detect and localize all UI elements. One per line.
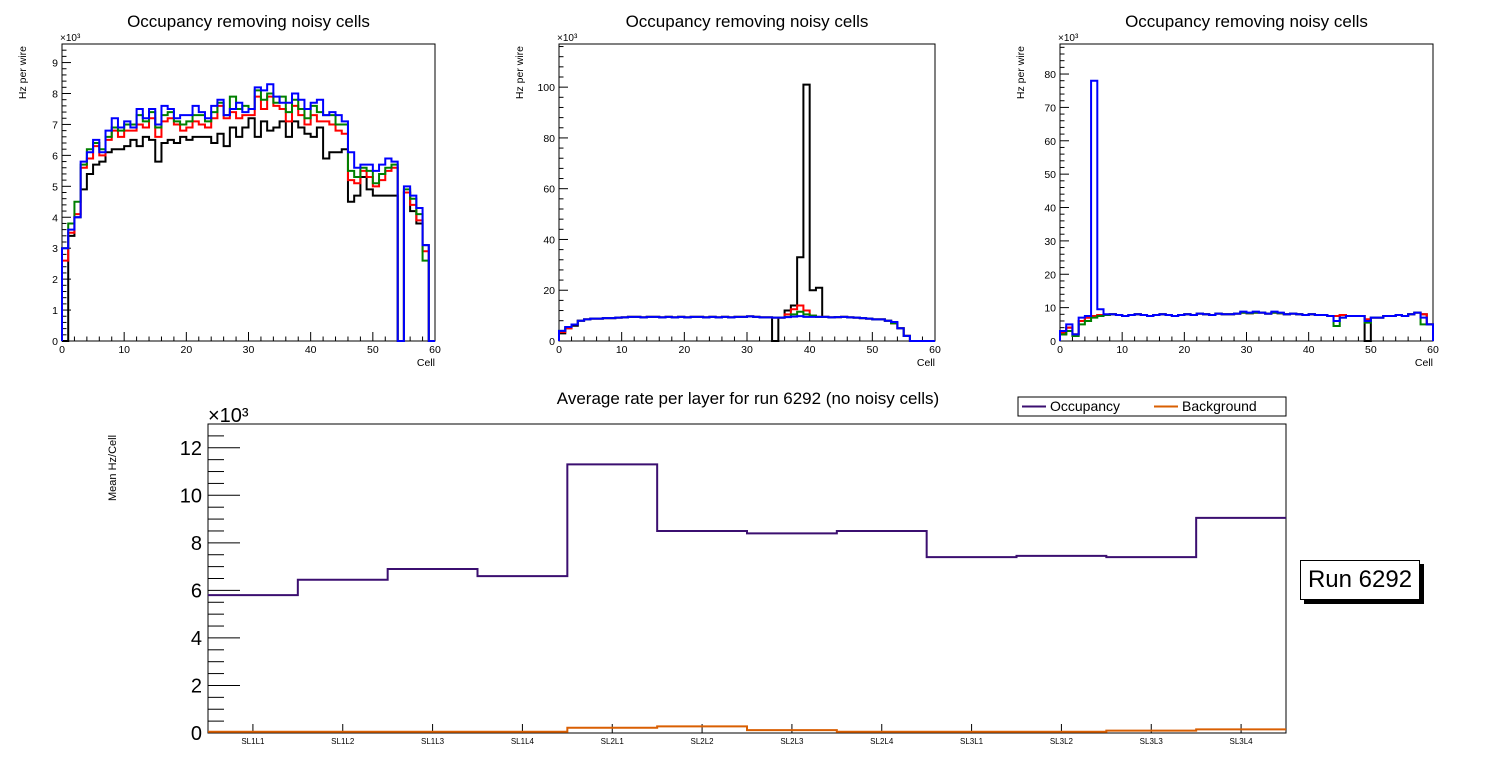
panel-3-xtick-label: 20: [1178, 344, 1190, 356]
panel-3-xtick-label: 40: [1303, 344, 1315, 356]
panel-2-ytick-label: 60: [543, 184, 555, 196]
panel-3-ytick-label: 40: [1044, 203, 1056, 215]
bottom-xtick-label: SL3L1: [960, 737, 984, 746]
panel-1-xtick-label: 0: [59, 344, 65, 356]
panel-3-ytick-label: 60: [1044, 136, 1056, 148]
bottom-ytick-label: 8: [191, 533, 202, 555]
panel-3-xtick-label: 30: [1241, 344, 1253, 356]
panel-1-multiplier: ×10³: [60, 33, 81, 44]
bottom-xtick-label: SL2L3: [780, 737, 804, 746]
panel-1-ytick-label: 2: [52, 274, 58, 286]
panel-2-xtick-label: 30: [741, 344, 753, 356]
panel-2-ytick-label: 20: [543, 285, 555, 297]
bottom-xtick-label: SL3L2: [1050, 737, 1074, 746]
panel-1-title: Occupancy removing noisy cells: [127, 12, 370, 31]
bottom-title: Average rate per layer for run 6292 (no …: [557, 389, 939, 408]
bottom-xtick-label: SL1L2: [331, 737, 355, 746]
bottom-xtick-label: SL1L1: [241, 737, 265, 746]
panel-2-xtick-label: 40: [804, 344, 816, 356]
bottom-ytick-label: 10: [180, 485, 202, 507]
bottom-frame: [207, 423, 1287, 734]
panel-1-xtick-label: 40: [305, 344, 317, 356]
panel-1-ytick-label: 5: [52, 181, 58, 193]
panel-2-ytick-label: 0: [549, 336, 555, 348]
panel-1-series-red: [61, 95, 435, 342]
panel-1-xlabel: Cell: [417, 357, 435, 369]
panel-1-ytick-label: 7: [52, 119, 58, 131]
bottom-ytick-label: 0: [191, 723, 202, 745]
bottom-xtick-label: SL2L4: [870, 737, 894, 746]
bottom-series-occupancy: [208, 463, 1286, 597]
panel-3-ytick-label: 0: [1050, 336, 1056, 348]
panel-2-ytick-label: 40: [543, 234, 555, 246]
panel-2-ylabel: Hz per wire: [514, 46, 526, 99]
panel-3-title: Occupancy removing noisy cells: [1125, 12, 1368, 31]
bottom-ytick-label: 4: [191, 628, 202, 650]
bottom-xtick-label: SL3L3: [1140, 737, 1164, 746]
panel-2-title: Occupancy removing noisy cells: [626, 12, 869, 31]
panel-1-xtick-label: 50: [367, 344, 379, 356]
panel-2-xtick-label: 20: [678, 344, 690, 356]
panel-3-frame: [1059, 43, 1434, 342]
panel-1-series-blue: [61, 83, 435, 342]
legend-label-occupancy: Occupancy: [1050, 398, 1120, 414]
panel-2-frame: [558, 43, 936, 342]
bottom-xtick-label: SL3L4: [1230, 737, 1254, 746]
panel-2-xtick-label: 60: [929, 344, 941, 356]
panel-1-ytick-label: 4: [52, 212, 58, 224]
panel-2-series-black: [558, 83, 935, 342]
bottom-multiplier: ×10³: [208, 405, 249, 427]
panel-3-xtick-label: 60: [1427, 344, 1439, 356]
panel-1-ytick-label: 0: [52, 336, 58, 348]
panel-3-xlabel: Cell: [1415, 357, 1433, 369]
panel-2-series-blue: [558, 315, 935, 342]
panel-3-ytick-label: 10: [1044, 303, 1056, 315]
panel-2-ytick-label: 100: [537, 82, 555, 94]
bottom-ylabel: Mean Hz/Cell: [107, 435, 119, 501]
panel-1-xtick-label: 10: [118, 344, 130, 356]
panel-3-ytick-label: 50: [1044, 169, 1056, 181]
panel-2-xtick-label: 0: [556, 344, 562, 356]
panel-1-xtick-label: 30: [243, 344, 255, 356]
panel-1-xtick-label: 60: [429, 344, 441, 356]
panel-3-series-blue: [1059, 79, 1434, 341]
bottom-xtick-label: SL1L4: [511, 737, 535, 746]
panel-1-ytick-label: 9: [52, 58, 58, 70]
panel-2-xlabel: Cell: [917, 357, 935, 369]
panel-3-xtick-label: 50: [1365, 344, 1377, 356]
panel-2-multiplier: ×10³: [557, 33, 578, 44]
legend-label-background: Background: [1182, 398, 1257, 414]
bottom-legend: [1017, 396, 1287, 417]
run-label-box: Run 6292: [1300, 560, 1420, 600]
panel-2-xtick-label: 10: [616, 344, 628, 356]
bottom-ytick-label: 12: [180, 438, 202, 460]
panel-1-ytick-label: 6: [52, 150, 58, 162]
bottom-xtick-label: SL1L3: [421, 737, 445, 746]
panel-2-ytick-label: 80: [543, 133, 555, 145]
panel-1-ytick-label: 1: [52, 305, 58, 317]
bottom-xtick-label: SL2L2: [691, 737, 715, 746]
bottom-series-background: [208, 725, 1286, 733]
panel-2-xtick-label: 50: [866, 344, 878, 356]
bottom-xtick-label: SL2L1: [601, 737, 625, 746]
panel-1-series-black: [62, 117, 435, 342]
panel-1-ytick-label: 3: [52, 243, 58, 255]
panel-1-series-green: [61, 89, 435, 342]
panel-3-ytick-label: 80: [1044, 69, 1056, 81]
bottom-ytick-label: 2: [191, 675, 202, 697]
panel-1-ytick-label: 8: [52, 89, 58, 101]
panel-3-ytick-label: 20: [1044, 269, 1056, 281]
panel-3-multiplier: ×10³: [1058, 33, 1079, 44]
panel-3-xtick-label: 0: [1057, 344, 1063, 356]
panel-3-ytick-label: 70: [1044, 102, 1056, 114]
panel-3-ylabel: Hz per wire: [1015, 46, 1027, 99]
panel-1-xtick-label: 20: [180, 344, 192, 356]
panel-1-ylabel: Hz per wire: [17, 46, 29, 99]
bottom-ytick-label: 6: [191, 580, 202, 602]
panel-3-xtick-label: 10: [1116, 344, 1128, 356]
panel-3-ytick-label: 30: [1044, 236, 1056, 248]
panel-1-frame: [61, 43, 436, 342]
